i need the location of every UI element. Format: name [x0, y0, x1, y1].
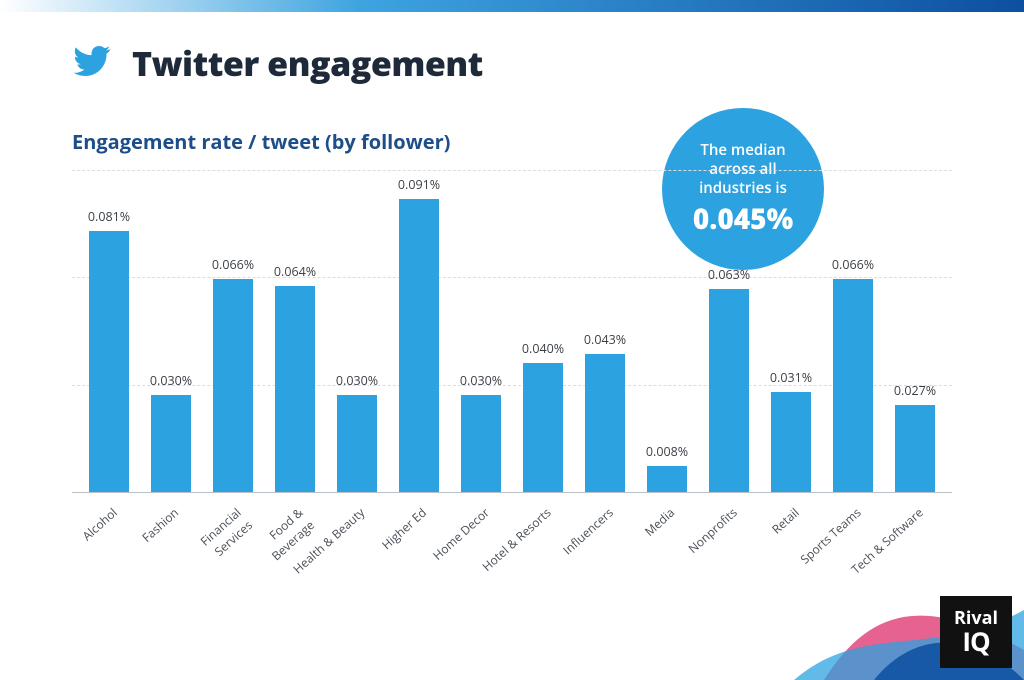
- brand-logo: Rival IQ: [940, 596, 1012, 668]
- bar-value-label: 0.043%: [584, 331, 626, 348]
- bar-slot: 0.030%Health & Beauty: [337, 170, 377, 492]
- bar-value-label: 0.066%: [832, 256, 874, 273]
- title-row: Twitter engagement: [72, 40, 483, 86]
- x-axis-label: Retail: [768, 504, 803, 537]
- bar: 0.043%: [585, 354, 625, 492]
- bar: 0.030%: [151, 395, 191, 492]
- grid-line: [72, 277, 952, 278]
- bar: 0.008%: [647, 466, 687, 492]
- grid-line: [72, 385, 952, 386]
- grid-line: [72, 170, 952, 171]
- x-axis-label: Influencers: [559, 504, 617, 558]
- bar-value-label: 0.091%: [398, 176, 440, 193]
- bar-value-label: 0.008%: [646, 443, 688, 460]
- bar-slot: 0.031%Retail: [771, 170, 811, 492]
- bar: 0.030%: [461, 395, 501, 492]
- bar: 0.066%: [213, 279, 253, 492]
- top-gradient-stripe: [0, 0, 1024, 12]
- bar-value-label: 0.030%: [150, 372, 192, 389]
- bar-slot: 0.081%Alcohol: [89, 170, 129, 492]
- bar-slot: 0.030%Home Decor: [461, 170, 501, 492]
- bar-value-label: 0.030%: [336, 372, 378, 389]
- bar: 0.040%: [523, 363, 563, 492]
- axis-baseline: [72, 492, 952, 493]
- x-axis-label: Alcohol: [78, 504, 120, 544]
- bar: 0.064%: [275, 286, 315, 492]
- x-axis-label: Fashion: [139, 504, 183, 546]
- bar-value-label: 0.064%: [274, 263, 316, 280]
- twitter-icon: [72, 41, 112, 86]
- x-axis-label: Higher Ed: [378, 504, 430, 553]
- bar-value-label: 0.030%: [460, 372, 502, 389]
- bar-slot: 0.066%Sports Teams: [833, 170, 873, 492]
- bar: 0.081%: [89, 231, 129, 492]
- x-axis-label: Media: [641, 504, 678, 540]
- bar-slot: 0.030%Fashion: [151, 170, 191, 492]
- bar-value-label: 0.066%: [212, 256, 254, 273]
- bar: 0.063%: [709, 289, 749, 492]
- bar: 0.066%: [833, 279, 873, 492]
- bar-slot: 0.064%Food & Beverage: [275, 170, 315, 492]
- bar-slot: 0.040%Hotel & Resorts: [523, 170, 563, 492]
- logo-line2: IQ: [962, 628, 989, 655]
- chart-subtitle: Engagement rate / tweet (by follower): [72, 128, 450, 155]
- page: Twitter engagement Engagement rate / twe…: [0, 0, 1024, 680]
- bar-slot: 0.063%Nonprofits: [709, 170, 749, 492]
- bar: 0.091%: [399, 199, 439, 492]
- bar-value-label: 0.063%: [708, 266, 750, 283]
- bar-slot: 0.008%Media: [647, 170, 687, 492]
- x-axis-label: Home Decor: [429, 504, 493, 564]
- bar: 0.031%: [771, 392, 811, 492]
- bar-slot: 0.066%Financial Services: [213, 170, 253, 492]
- bar-value-label: 0.031%: [770, 369, 812, 386]
- bar-value-label: 0.081%: [88, 208, 130, 225]
- bar-slot: 0.043%Influencers: [585, 170, 625, 492]
- x-axis-label: Nonprofits: [684, 504, 740, 557]
- bar-slot: 0.027%Tech & Software: [895, 170, 935, 492]
- page-title: Twitter engagement: [132, 40, 483, 86]
- bar: 0.030%: [337, 395, 377, 492]
- bar-slot: 0.091%Higher Ed: [399, 170, 439, 492]
- bar-chart: 0.081%Alcohol0.030%Fashion0.066%Financia…: [72, 170, 952, 570]
- bar: 0.027%: [895, 405, 935, 492]
- bar-value-label: 0.040%: [522, 340, 564, 357]
- bar-value-label: 0.027%: [894, 382, 936, 399]
- x-axis-label: Financial Services: [197, 504, 256, 562]
- median-line1: The median: [700, 141, 785, 160]
